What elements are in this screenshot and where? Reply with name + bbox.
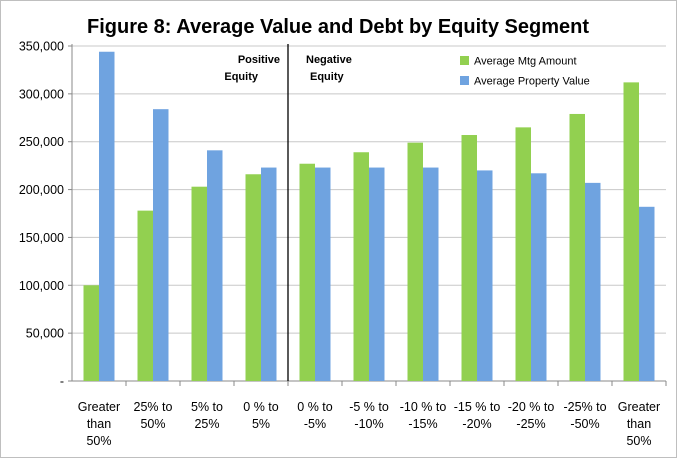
x-tick-label: -10 % to -15% — [400, 400, 447, 431]
y-tick-label: 150,000 — [19, 231, 64, 245]
legend-swatch — [460, 56, 469, 65]
legend-swatch — [460, 76, 469, 85]
bar-property-value — [153, 109, 169, 382]
x-tick-label: 0 % to -5% — [297, 400, 332, 431]
bar-mtg-amount — [191, 186, 207, 381]
x-tick-label: -20 % to -25% — [508, 400, 555, 431]
bar-property-value — [477, 170, 493, 381]
x-tick-label: -5 % to -10% — [349, 400, 389, 431]
bar-property-value — [585, 182, 601, 381]
x-tick-label: Greater than 50% — [618, 400, 660, 448]
bar-mtg-amount — [461, 135, 477, 381]
x-tick-label: Greater than 50% — [78, 400, 120, 448]
bar-property-value — [531, 173, 547, 381]
x-tick-label: -15 % to -20% — [454, 400, 501, 431]
bar-property-value — [639, 206, 655, 381]
chart-title: Figure 8: Average Value and Debt by Equi… — [87, 16, 589, 38]
gridlines — [72, 45, 666, 334]
bar-mtg-amount — [407, 142, 423, 381]
y-tick-label: - — [60, 375, 64, 389]
y-tick-label: 100,000 — [19, 279, 64, 293]
y-tick-label: 200,000 — [19, 183, 64, 197]
y-axis: - 50,000 100,000 150,000 200,000 250,000 300,0… — [19, 40, 666, 389]
x-tick-label: -25% to -50% — [563, 400, 606, 431]
bar-property-value — [99, 51, 115, 381]
legend-label: Average Mtg Amount — [474, 56, 577, 68]
bar-mtg-amount — [83, 285, 99, 381]
negative-equity-label: Negative Equity — [306, 54, 352, 83]
legend-label: Average Property Value — [474, 76, 590, 88]
bar-mtg-amount — [623, 82, 639, 381]
y-tick-label: 300,000 — [19, 87, 64, 101]
positive-equity-label: Positive Equity — [224, 54, 280, 83]
legend: Average Mtg Amount Average Property Value — [460, 56, 590, 88]
bar-mtg-amount — [137, 210, 153, 381]
x-axis: Greater than 50% 25% to 50% 5% to 25% 0 % to 5% 0… — [78, 381, 667, 448]
bar-mtg-amount — [299, 163, 315, 381]
x-tick-label: 25% to 50% — [134, 400, 173, 431]
bar-property-value — [423, 167, 439, 381]
bar-property-value — [369, 167, 385, 381]
bars — [83, 51, 655, 382]
bar-mtg-amount — [245, 174, 261, 381]
bar-mtg-amount — [515, 127, 531, 381]
x-tick-label: 5% to 25% — [191, 400, 223, 431]
y-tick-label: 250,000 — [19, 135, 64, 149]
x-tick-label: 0 % to 5% — [243, 400, 278, 431]
bar-property-value — [261, 167, 277, 381]
bar-property-value — [315, 167, 331, 381]
y-tick-label: 50,000 — [26, 327, 64, 341]
y-tick-label: 350,000 — [19, 40, 64, 54]
bar-property-value — [207, 150, 223, 381]
bar-mtg-amount — [569, 113, 585, 381]
bar-mtg-amount — [353, 152, 369, 381]
annotations: Positive Equity Negative Equity — [224, 44, 352, 381]
